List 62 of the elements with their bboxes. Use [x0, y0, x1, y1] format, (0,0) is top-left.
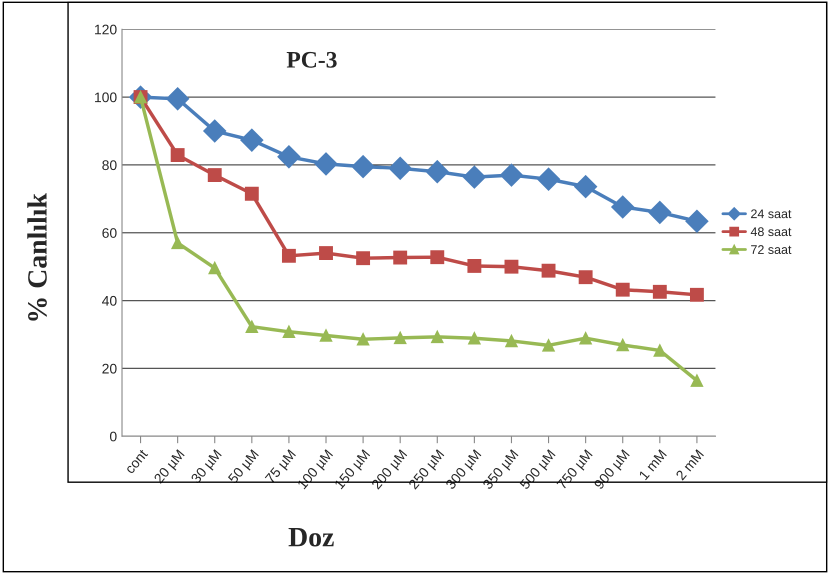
point [578, 270, 593, 284]
point [537, 168, 560, 191]
x-tick-label: 2 mM [675, 449, 704, 481]
point [462, 166, 486, 189]
point [616, 282, 630, 297]
point [654, 344, 666, 357]
y-tick-label: 0 [110, 432, 117, 442]
y-tick-label: 100 [95, 92, 117, 102]
point [356, 332, 370, 346]
point [282, 248, 296, 263]
point [468, 332, 481, 344]
point [574, 175, 598, 198]
point [244, 186, 259, 201]
legend-label: 72 saat [751, 245, 792, 254]
point [467, 259, 482, 273]
point [170, 148, 185, 162]
point [393, 250, 408, 264]
y-tick-label: 60 [102, 228, 117, 238]
point [652, 284, 667, 299]
point [208, 262, 221, 274]
x-tick-label: cont [124, 448, 148, 474]
point [431, 330, 444, 344]
point [314, 152, 338, 176]
point [246, 320, 258, 333]
point [171, 236, 184, 250]
point [611, 195, 634, 218]
point [166, 87, 190, 110]
point [277, 145, 300, 168]
point [426, 160, 449, 184]
point [388, 156, 412, 180]
legend-label: 48 saat [750, 227, 792, 236]
x-tick-label: 1 mM [638, 449, 667, 480]
point [648, 200, 672, 224]
legend-label: 24 saat [751, 209, 792, 218]
point [616, 338, 629, 352]
point [542, 264, 556, 278]
point [500, 164, 523, 187]
x-tick-label: 75 µM [264, 449, 298, 486]
y-tick-label: 20 [102, 364, 117, 374]
x-axis-title: Doz [288, 528, 334, 547]
point [320, 329, 332, 342]
point [505, 334, 518, 348]
y-tick-label: 120 [95, 24, 117, 34]
point [394, 332, 406, 344]
point [356, 251, 370, 266]
point [504, 260, 518, 274]
point [579, 332, 592, 344]
point [690, 288, 704, 302]
point [203, 120, 226, 143]
point [282, 326, 296, 338]
point [352, 155, 375, 178]
point [208, 168, 222, 182]
y-axis-title: % Canlılık [27, 193, 47, 321]
point [319, 246, 333, 260]
point [240, 128, 264, 152]
point [542, 339, 555, 352]
y-tick-label: 40 [102, 296, 117, 306]
text: PC-3 [286, 52, 337, 68]
point [685, 210, 708, 233]
point [430, 250, 444, 264]
point [690, 374, 704, 387]
y-tick-label: 80 [102, 160, 117, 170]
